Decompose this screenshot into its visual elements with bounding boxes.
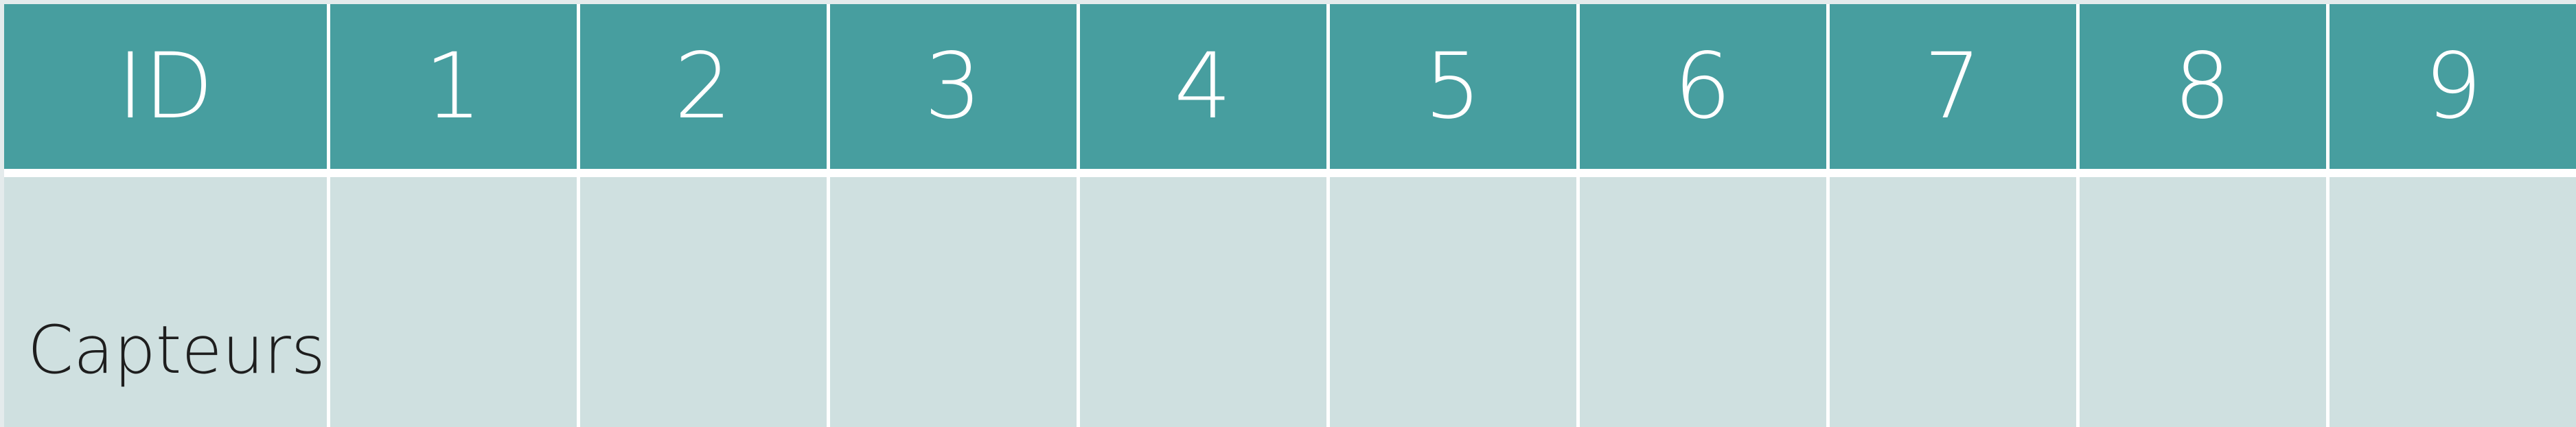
header-cell-8: 8 [2078,4,2330,177]
data-cell-8 [2078,173,2330,427]
data-cell-4 [1078,173,1330,427]
header-cell-9: 9 [2327,4,2576,177]
data-cell-5 [1328,173,1580,427]
header-cell-1: 1 [328,4,580,177]
sensor-table-container: ID 1 2 3 4 5 6 7 8 9 Capteurs [4,4,2576,427]
data-cell-9 [2327,173,2576,427]
header-cell-5: 5 [1328,4,1580,177]
data-cell-6 [1578,173,1830,427]
header-cell-2: 2 [578,4,830,177]
data-cell-7 [1828,173,2080,427]
header-cell-6: 6 [1578,4,1830,177]
table-row: Capteurs [4,173,2576,427]
row-label-capteurs: Capteurs [4,173,330,427]
data-cell-2 [578,173,830,427]
data-cell-3 [828,173,1080,427]
sensor-table: ID 1 2 3 4 5 6 7 8 9 Capteurs [4,4,2576,427]
header-cell-3: 3 [828,4,1080,177]
header-row: ID 1 2 3 4 5 6 7 8 9 [4,4,2576,177]
header-cell-7: 7 [1828,4,2080,177]
header-cell-id: ID [4,4,330,177]
header-cell-4: 4 [1078,4,1330,177]
data-cell-1 [328,173,580,427]
